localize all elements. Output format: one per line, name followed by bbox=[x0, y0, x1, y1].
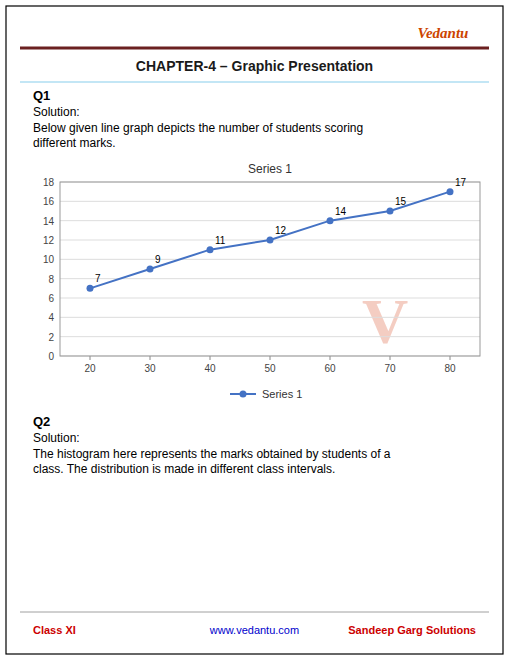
x-tick bbox=[150, 356, 151, 360]
y-tick-label: 10 bbox=[43, 254, 55, 265]
question-label: Q2 bbox=[33, 414, 50, 429]
plot-frame bbox=[60, 182, 480, 356]
y-tick-label: 18 bbox=[43, 177, 55, 188]
description: class. The distribution is made in diffe… bbox=[33, 462, 335, 476]
chart-title: Series 1 bbox=[248, 162, 292, 176]
grid-line bbox=[60, 298, 480, 299]
point bbox=[207, 246, 214, 253]
point bbox=[387, 208, 394, 215]
footer-text: Class XI bbox=[33, 624, 76, 636]
data-label: 7 bbox=[95, 273, 101, 284]
heading-rule bbox=[20, 81, 489, 82]
x-tick-label: 50 bbox=[264, 363, 276, 374]
logo: Vedantu bbox=[418, 25, 469, 41]
heading: CHAPTER-4 – Graphic Presentation bbox=[136, 58, 373, 74]
description: The histogram here represents the marks … bbox=[33, 447, 391, 461]
grid-line bbox=[60, 317, 480, 318]
plot-area bbox=[87, 188, 454, 292]
x-tick bbox=[210, 356, 211, 360]
description: different marks. bbox=[33, 136, 115, 150]
footer-link: www.vedantu.com bbox=[209, 624, 299, 636]
solution-label: Solution: bbox=[33, 431, 80, 445]
page: Vedantu CHAPTER-4 – Graphic Presentation Q… bbox=[0, 0, 509, 660]
y-tick-label: 0 bbox=[48, 351, 54, 362]
footer-rule bbox=[20, 612, 489, 613]
data-label: 15 bbox=[395, 196, 407, 207]
y-tick-label: 8 bbox=[48, 274, 54, 285]
x-tick bbox=[270, 356, 271, 360]
x-tick-label: 30 bbox=[144, 363, 156, 374]
point bbox=[447, 188, 454, 195]
point bbox=[267, 237, 274, 244]
x-tick bbox=[390, 356, 391, 360]
y-tick-label: 4 bbox=[48, 312, 54, 323]
y-tick-label: 14 bbox=[43, 216, 55, 227]
point bbox=[87, 285, 94, 292]
data-labels: 7 9 11 12 14 15 17 bbox=[95, 177, 467, 285]
footer-text: Sandeep Garg Solutions bbox=[348, 624, 476, 636]
x-tick-label: 60 bbox=[324, 363, 336, 374]
x-tick-label: 40 bbox=[204, 363, 216, 374]
legend-label: Series 1 bbox=[262, 388, 302, 400]
data-label: 17 bbox=[455, 177, 467, 188]
data-label: 12 bbox=[275, 225, 287, 236]
page-border bbox=[6, 6, 503, 654]
point bbox=[147, 266, 154, 273]
grid-line bbox=[60, 336, 480, 337]
solution-label: Solution: bbox=[33, 105, 80, 119]
y-tick-label: 6 bbox=[48, 293, 54, 304]
header-rule bbox=[20, 47, 489, 50]
point bbox=[327, 217, 334, 224]
grid-line bbox=[60, 259, 480, 260]
x-tick bbox=[330, 356, 331, 360]
x-tick bbox=[90, 356, 91, 360]
data-label: 14 bbox=[335, 206, 347, 217]
data-label: 9 bbox=[155, 254, 161, 265]
legend: Series 1 bbox=[230, 388, 302, 400]
x-tick-label: 70 bbox=[384, 363, 396, 374]
legend-marker bbox=[240, 391, 247, 398]
y-tick-label: 12 bbox=[43, 235, 55, 246]
x-tick-label: 80 bbox=[444, 363, 456, 374]
grid-line bbox=[60, 220, 480, 221]
series-line bbox=[90, 192, 450, 289]
question-label: Q1 bbox=[33, 88, 50, 103]
x-tick-label: 20 bbox=[84, 363, 96, 374]
x-tick bbox=[450, 356, 451, 360]
chart: Series 1 V 0 2 4 6 8 10 12 14 16 18 20 30 40 50 60 70 80 7 9… bbox=[43, 162, 480, 400]
data-label: 11 bbox=[215, 235, 226, 246]
y-tick-label: 16 bbox=[43, 196, 55, 207]
y-tick-label: 2 bbox=[48, 332, 54, 343]
watermark: V bbox=[362, 286, 408, 357]
description: Below given line graph depicts the numbe… bbox=[33, 121, 363, 135]
